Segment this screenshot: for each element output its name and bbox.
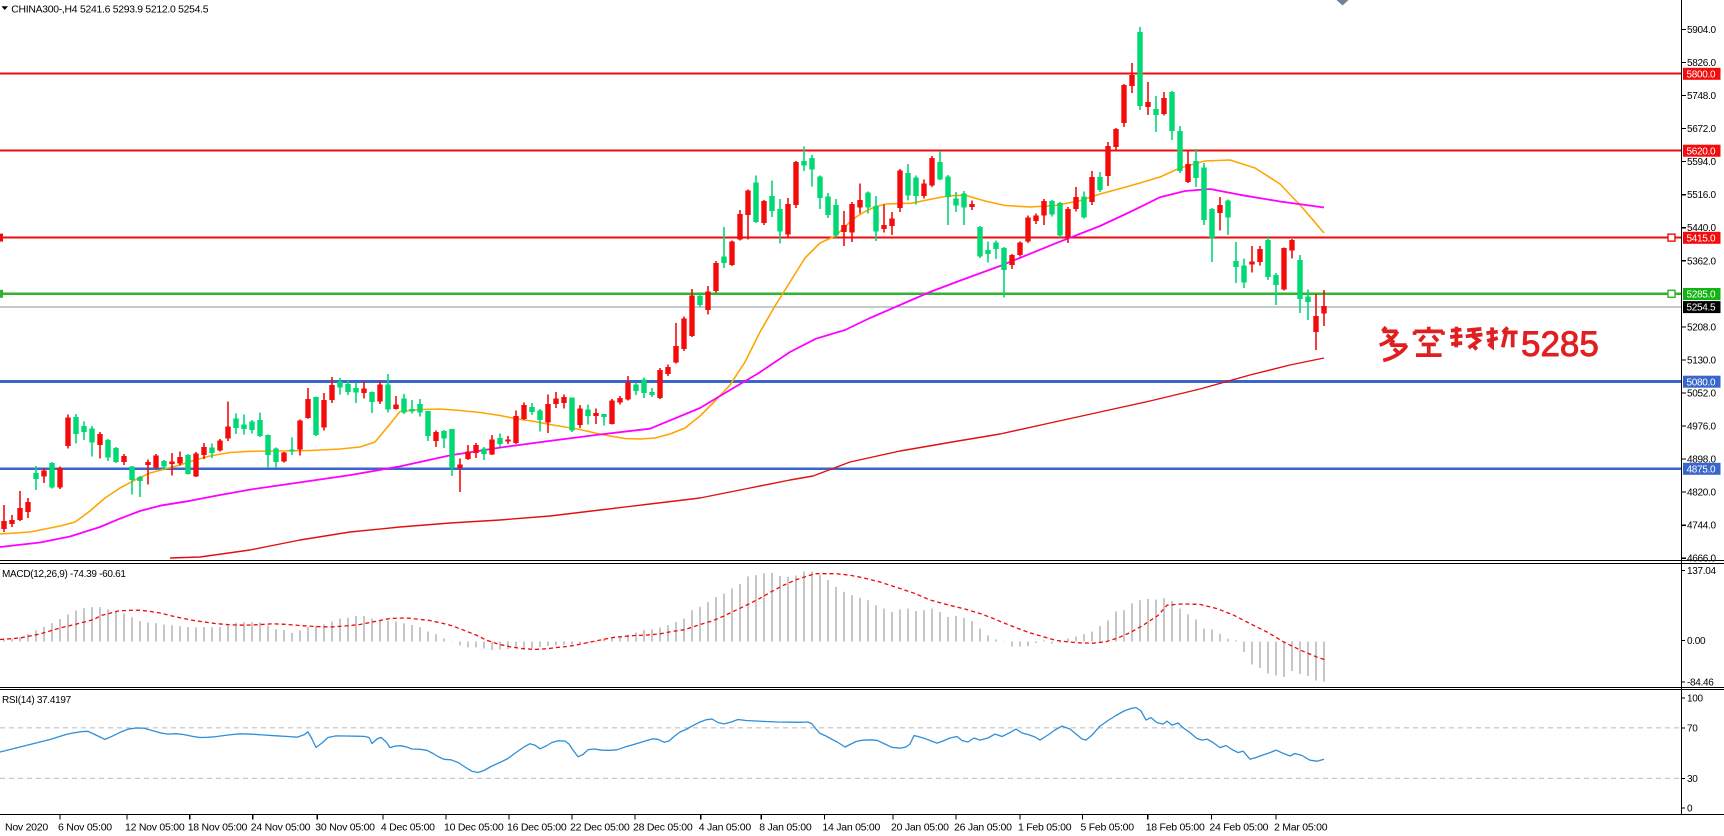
svg-text:2 Mar 05:00: 2 Mar 05:00 xyxy=(1274,822,1328,834)
svg-text:24 Feb 05:00: 24 Feb 05:00 xyxy=(1209,822,1268,834)
svg-text:4898.0: 4898.0 xyxy=(1687,455,1717,466)
svg-text:5 Feb 05:00: 5 Feb 05:00 xyxy=(1081,822,1135,834)
svg-text:30 Nov 05:00: 30 Nov 05:00 xyxy=(315,822,375,834)
svg-text:20 Jan 05:00: 20 Jan 05:00 xyxy=(891,822,949,834)
svg-text:4 Dec 05:00: 4 Dec 05:00 xyxy=(381,822,435,834)
svg-text:18 Feb 05:00: 18 Feb 05:00 xyxy=(1146,822,1205,834)
svg-text:28 Dec 05:00: 28 Dec 05:00 xyxy=(633,822,693,834)
svg-text:5241.6 5293.9 5212.0 5254.5: 5241.6 5293.9 5212.0 5254.5 xyxy=(80,5,209,16)
svg-text:70: 70 xyxy=(1687,723,1698,734)
svg-text:1 Feb 05:00: 1 Feb 05:00 xyxy=(1018,822,1072,834)
svg-text:MACD(12,26,9) -74.39 -60.61: MACD(12,26,9) -74.39 -60.61 xyxy=(2,569,126,580)
svg-text:22 Dec 05:00: 22 Dec 05:00 xyxy=(570,822,630,834)
svg-text:5904.0: 5904.0 xyxy=(1687,25,1717,36)
svg-text:5800.0: 5800.0 xyxy=(1687,69,1717,80)
svg-text:4976.0: 4976.0 xyxy=(1687,422,1717,433)
svg-text:RSI(14) 37.4197: RSI(14) 37.4197 xyxy=(2,695,72,706)
svg-text:5254.5: 5254.5 xyxy=(1687,303,1717,314)
svg-text:4 Jan 05:00: 4 Jan 05:00 xyxy=(699,822,752,834)
svg-text:5208.0: 5208.0 xyxy=(1687,322,1717,333)
svg-text:137.04: 137.04 xyxy=(1687,566,1717,577)
svg-text:5130.0: 5130.0 xyxy=(1687,355,1717,366)
svg-text:5285.0: 5285.0 xyxy=(1687,290,1717,301)
svg-text:5826.0: 5826.0 xyxy=(1687,58,1717,69)
svg-text:8 Jan 05:00: 8 Jan 05:00 xyxy=(759,822,812,834)
svg-text:Nov 2020: Nov 2020 xyxy=(5,822,48,834)
svg-text:100: 100 xyxy=(1687,694,1704,705)
svg-text:4666.0: 4666.0 xyxy=(1687,554,1717,565)
svg-text:4820.0: 4820.0 xyxy=(1687,488,1717,499)
svg-text:14 Jan 05:00: 14 Jan 05:00 xyxy=(822,822,880,834)
svg-text:5362.0: 5362.0 xyxy=(1687,256,1717,267)
svg-text:5052.0: 5052.0 xyxy=(1687,389,1717,400)
svg-text:5440.0: 5440.0 xyxy=(1687,223,1717,234)
svg-text:CHINA300-,H4: CHINA300-,H4 xyxy=(11,5,77,16)
svg-text:5516.0: 5516.0 xyxy=(1687,190,1717,201)
svg-text:-84.46: -84.46 xyxy=(1687,677,1714,688)
svg-text:0.00: 0.00 xyxy=(1687,636,1706,647)
svg-text:26 Jan 05:00: 26 Jan 05:00 xyxy=(954,822,1012,834)
svg-text:5748.0: 5748.0 xyxy=(1687,91,1717,102)
svg-text:16 Dec 05:00: 16 Dec 05:00 xyxy=(507,822,567,834)
svg-text:30: 30 xyxy=(1687,774,1698,785)
svg-text:10 Dec 05:00: 10 Dec 05:00 xyxy=(444,822,504,834)
svg-text:18 Nov 05:00: 18 Nov 05:00 xyxy=(188,822,248,834)
svg-text:5672.0: 5672.0 xyxy=(1687,124,1717,135)
svg-text:4875.0: 4875.0 xyxy=(1687,464,1717,475)
svg-text:5080.0: 5080.0 xyxy=(1687,377,1717,388)
svg-text:5415.0: 5415.0 xyxy=(1687,233,1717,244)
svg-text:4744.0: 4744.0 xyxy=(1687,521,1717,532)
svg-text:5620.0: 5620.0 xyxy=(1687,146,1717,157)
svg-text:12 Nov 05:00: 12 Nov 05:00 xyxy=(125,822,185,834)
svg-text:0: 0 xyxy=(1687,803,1693,814)
svg-text:5285: 5285 xyxy=(1521,325,1599,364)
svg-text:24 Nov 05:00: 24 Nov 05:00 xyxy=(251,822,311,834)
svg-text:6 Nov 05:00: 6 Nov 05:00 xyxy=(58,822,112,834)
svg-text:5594.0: 5594.0 xyxy=(1687,157,1717,168)
